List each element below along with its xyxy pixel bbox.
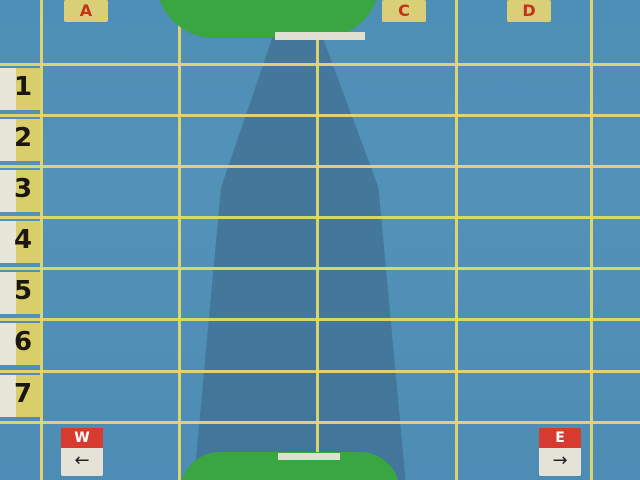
direction-card-west: W ←: [61, 428, 103, 476]
object-shadow: [194, 30, 406, 480]
grid-line-v: [316, 0, 319, 480]
row-label-text: 1: [14, 72, 33, 102]
grid-line-h: [0, 370, 640, 373]
row-label-text: 6: [14, 327, 33, 357]
row-label-7: 7: [0, 375, 40, 417]
column-label-d: D: [507, 0, 551, 22]
grid-line-v: [178, 0, 181, 480]
row-label-text: 7: [14, 379, 33, 409]
row-label-text: 3: [14, 174, 33, 204]
column-label-c: C: [382, 0, 426, 22]
column-label-text: A: [79, 1, 93, 20]
row-label-6: 6: [0, 323, 40, 365]
tape-strip-top: [275, 32, 365, 40]
grid-line-h: [0, 318, 640, 321]
row-label-text: 4: [14, 225, 33, 255]
column-label-a: A: [64, 0, 108, 22]
arrow-right-icon: →: [552, 450, 568, 471]
green-object-top: [156, 0, 380, 38]
grid-line-h: [0, 63, 640, 66]
tape-strip-bottom: [278, 453, 340, 460]
direction-card-header: [61, 428, 103, 448]
grid-line-v: [590, 0, 593, 480]
column-label-text: C: [398, 1, 410, 20]
grid-line-h: [0, 421, 640, 424]
direction-letter: W: [74, 430, 90, 446]
grid-line-h: [0, 165, 640, 168]
row-label-5: 5: [0, 272, 40, 314]
row-label-2: 2: [0, 119, 40, 161]
row-label-1: 1: [0, 68, 40, 110]
grid-line-v: [455, 0, 458, 480]
direction-card-header: [539, 428, 581, 448]
row-label-3: 3: [0, 170, 40, 212]
direction-card-east: E →: [539, 428, 581, 476]
row-label-4: 4: [0, 221, 40, 263]
grid-line-v: [40, 0, 43, 480]
grid-line-h: [0, 114, 640, 117]
arrow-left-icon: ←: [74, 450, 90, 471]
direction-letter: E: [555, 430, 565, 446]
grid-line-h: [0, 216, 640, 219]
row-label-text: 5: [14, 276, 33, 306]
column-label-text: D: [522, 1, 536, 20]
row-label-text: 2: [14, 123, 33, 153]
grid-line-h: [0, 267, 640, 270]
